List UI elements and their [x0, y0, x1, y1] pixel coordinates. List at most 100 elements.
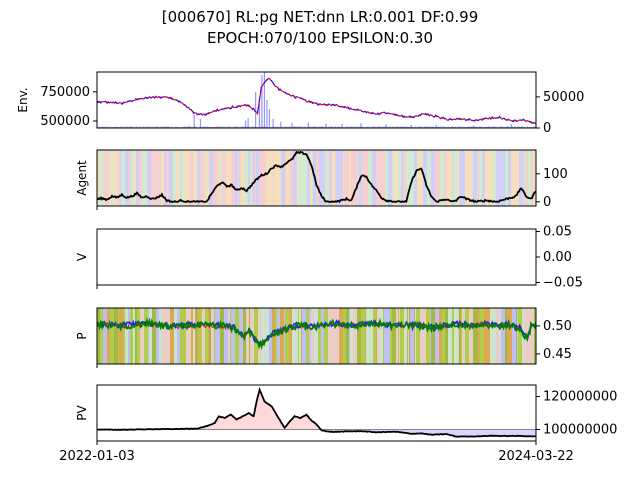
- env-volume-bar: [215, 126, 216, 128]
- env-volume-bar: [213, 126, 214, 128]
- p-action-band: [194, 308, 195, 364]
- env-volume-bar: [286, 126, 287, 128]
- env-volume-bar: [238, 126, 239, 128]
- agent-action-band: [299, 150, 303, 206]
- agent-action-band: [508, 150, 511, 206]
- env-volume-bar: [410, 124, 412, 128]
- agent-ylabel: Agent: [75, 160, 89, 196]
- env-volume-bar: [395, 126, 396, 128]
- agent-action-band: [310, 150, 312, 206]
- agent-action-band: [252, 150, 253, 206]
- env-ytick-label-0: 0: [543, 121, 551, 136]
- p-action-band: [174, 308, 177, 364]
- agent-action-band: [515, 150, 519, 206]
- agent-action-band: [328, 150, 330, 206]
- agent-action-band: [230, 150, 231, 206]
- agent-action-band: [511, 150, 513, 206]
- agent-action-band: [121, 150, 125, 206]
- p-action-band: [501, 308, 505, 364]
- env-volume-bar: [340, 126, 341, 128]
- env-volume-bar: [257, 126, 258, 128]
- agent-action-band: [256, 150, 258, 206]
- agent-action-band: [219, 150, 220, 206]
- p-action-band: [189, 308, 191, 364]
- env-volume-bar: [412, 126, 413, 128]
- p-action-band: [298, 308, 299, 364]
- env-volume-bar: [360, 123, 362, 128]
- p-action-band: [123, 308, 125, 364]
- p-action-band: [205, 308, 208, 364]
- env-volume-bar: [440, 126, 441, 128]
- env-volume-bar: [532, 126, 533, 128]
- agent-action-band: [281, 150, 285, 206]
- env-volume-bar: [477, 126, 478, 128]
- env-volume-bar: [392, 126, 393, 128]
- env-volume-bar: [254, 126, 255, 128]
- env-volume-bar: [375, 126, 376, 128]
- env-volume-bar: [182, 126, 183, 128]
- p-action-band: [426, 308, 430, 364]
- env-volume-bar: [493, 126, 494, 128]
- env-volume-bar: [476, 126, 477, 128]
- env-volume-bar: [164, 126, 165, 128]
- env-volume-bar: [341, 123, 343, 128]
- p-action-band: [196, 308, 197, 364]
- p-action-band: [324, 308, 328, 364]
- agent-action-band: [131, 150, 134, 206]
- agent-action-band: [217, 150, 218, 206]
- p-action-band: [353, 308, 357, 364]
- env-volume-bar: [203, 126, 204, 128]
- env-volume-bar: [160, 126, 161, 128]
- env-volume-bar: [506, 126, 507, 128]
- env-volume-bar: [148, 126, 149, 128]
- env-volume-bar: [380, 126, 381, 128]
- env-volume-bar: [199, 126, 200, 128]
- env-volume-bar: [149, 126, 150, 128]
- p-action-band: [350, 308, 353, 364]
- env-volume-bar: [143, 126, 144, 128]
- agent-action-band: [136, 150, 137, 206]
- agent-action-band: [113, 150, 117, 206]
- env-volume-bar: [331, 126, 332, 128]
- agent-action-band: [378, 150, 381, 206]
- env-volume-bar: [156, 126, 157, 128]
- p-action-band: [377, 308, 379, 364]
- env-volume-bar: [225, 126, 226, 128]
- p-ticks: 0.45 0.50: [536, 319, 572, 362]
- env-volume-bar: [463, 126, 464, 128]
- env-volume-bar: [403, 126, 404, 128]
- env-volume-bar: [472, 126, 473, 128]
- env-volume-bar: [196, 126, 197, 128]
- env-volume-bar: [526, 126, 527, 128]
- p-action-band: [439, 308, 442, 364]
- env-volume-bar: [107, 126, 108, 128]
- env-volume-bar: [188, 125, 190, 128]
- agent-action-band: [232, 150, 235, 206]
- env-volume-bar: [346, 126, 347, 128]
- env-volume-bar: [274, 126, 275, 128]
- agent-action-band: [278, 150, 281, 206]
- env-volume-bar: [382, 126, 383, 128]
- env-volume-bar: [297, 126, 298, 128]
- p-action-band: [398, 308, 399, 364]
- agent-action-band: [181, 150, 184, 206]
- p-action-band: [349, 308, 350, 364]
- p-action-band: [177, 308, 180, 364]
- p-action-band: [499, 308, 501, 364]
- agent-action-band: [524, 150, 526, 206]
- env-volume-bar: [154, 126, 155, 128]
- agent-action-band: [364, 150, 368, 206]
- p-action-band: [148, 308, 149, 364]
- env-volume-bar: [481, 126, 482, 128]
- v-panel: −0.05 0.00 0.05 V: [75, 225, 583, 291]
- agent-action-band: [345, 150, 349, 206]
- env-volume-bar: [491, 126, 492, 128]
- env-volume-bar: [131, 126, 132, 128]
- env-ytick-label-1: 750000: [40, 85, 90, 100]
- agent-action-band: [137, 150, 139, 206]
- env-volume-bar: [416, 126, 417, 128]
- agent-action-band: [523, 150, 524, 206]
- env-volume-bar: [339, 126, 340, 128]
- agent-action-band: [221, 150, 222, 206]
